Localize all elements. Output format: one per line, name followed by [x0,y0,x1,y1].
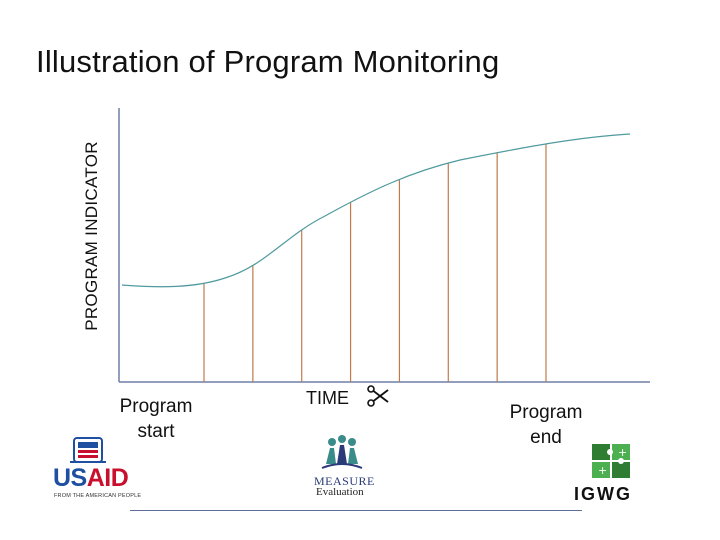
program-start-line1: Program [119,396,193,417]
footer-divider [130,510,582,511]
igwg-wordmark: IGWG [574,484,632,504]
usaid-us: US [53,464,87,492]
measure-evaluation-logo: MEASURE Evaluation [310,434,376,500]
people-group-icon [321,435,363,469]
page-title: Illustration of Program Monitoring [36,44,500,79]
program-end-line2: end [530,427,562,448]
svg-text:+: + [598,464,607,477]
usaid-seal-icon [70,437,106,463]
indicator-curve [121,133,631,288]
igwg-logo: + + IGWG [570,440,646,506]
measure-wordmark: MEASURE [314,474,375,488]
scissors-icon [367,385,389,407]
program-start-line2: start [137,421,175,442]
program-end-line1: Program [509,402,583,423]
measure-evaluation-text: Evaluation [316,486,364,498]
usaid-wordmark: USAID [53,464,129,492]
time-label: TIME [306,388,349,408]
usaid-aid: AID [86,464,129,492]
svg-text:+: + [618,446,627,459]
program-end-label: Program end [498,400,594,450]
program-start-label: Program start [108,394,204,444]
monitoring-drop-lines [203,143,547,382]
usaid-logo: USAID FROM THE AMERICAN PEOPLE [48,436,141,506]
puzzle-icon: + + [592,444,630,478]
usaid-tagline: FROM THE AMERICAN PEOPLE [54,493,142,499]
